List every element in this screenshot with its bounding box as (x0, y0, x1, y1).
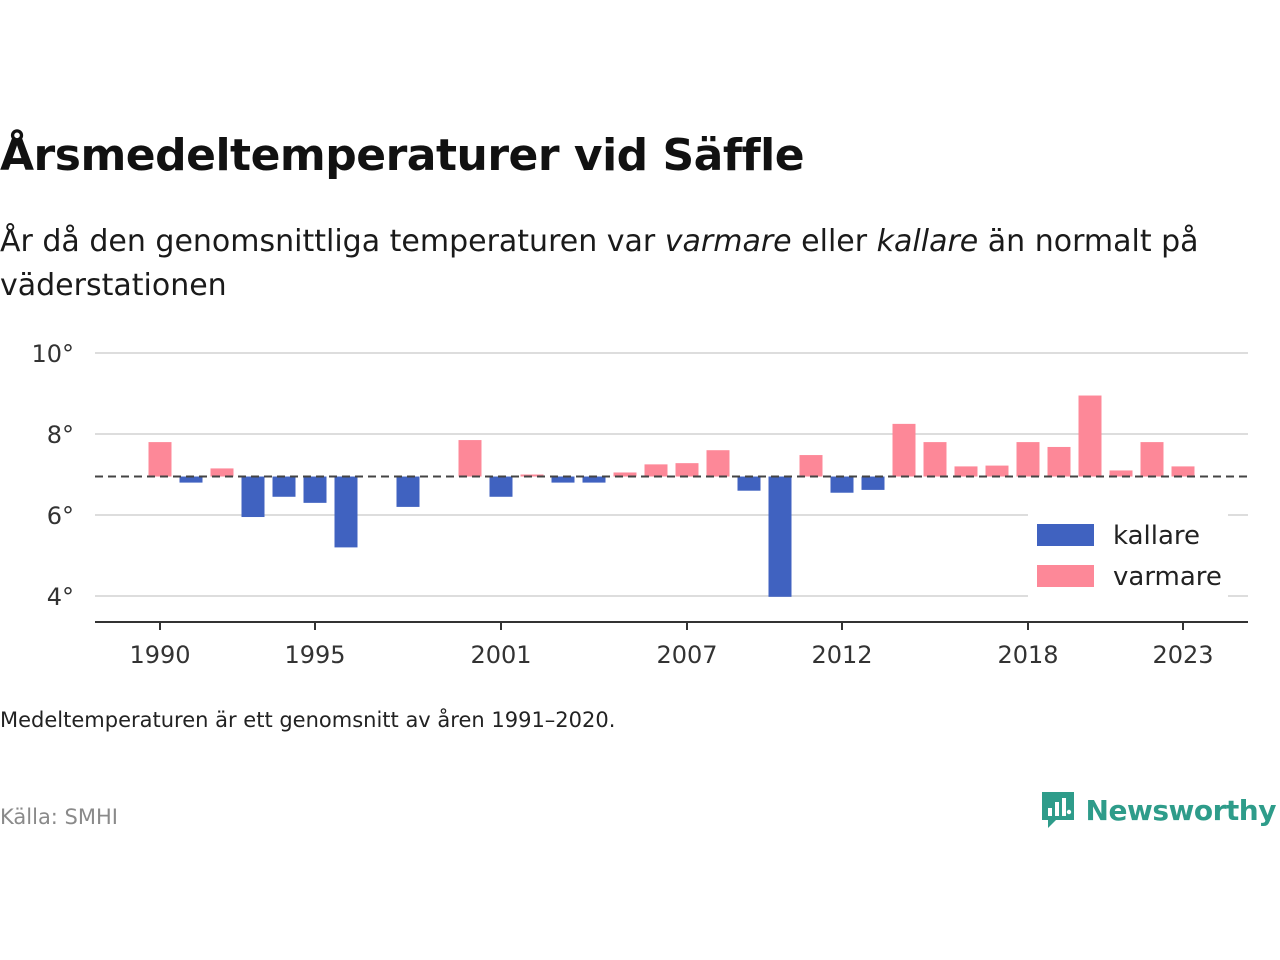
bar (613, 472, 637, 477)
bars (148, 395, 1195, 597)
subtitle-warm-word: varmare (664, 224, 792, 259)
chart-title: Årsmedeltemperaturer vid Säffle (0, 130, 805, 181)
x-tick-label: 2007 (656, 641, 717, 669)
legend-label-varmare: varmare (1113, 562, 1222, 592)
y-tick-label: 6° (47, 502, 74, 530)
brand-name: Newsworthy (1085, 793, 1277, 827)
bar (830, 476, 854, 493)
subtitle-text-2: eller (791, 224, 877, 259)
bar (179, 476, 203, 483)
legend-swatch-kallare (1037, 524, 1094, 546)
bar (768, 476, 792, 597)
bar (1140, 442, 1164, 477)
bar (210, 468, 234, 477)
bar (303, 476, 327, 503)
x-tick-label: 2001 (470, 641, 531, 669)
brand-logo[interactable]: Newsworthy (1040, 790, 1277, 830)
bar (148, 442, 172, 477)
bar (520, 474, 544, 477)
y-axis-labels: 4° 6° 8° 10° (31, 340, 74, 611)
subtitle-text-1: År då den genomsnittliga temperaturen va… (0, 224, 665, 259)
bar (675, 463, 699, 477)
bar (923, 442, 947, 477)
bar (396, 476, 420, 507)
bar (644, 464, 668, 477)
bar (1078, 395, 1102, 477)
legend: kallare varmare (1028, 513, 1228, 599)
newsworthy-logo-icon (1041, 792, 1074, 828)
bar-chart: 4° 6° 8° 10° 1990 1995 2001 2007 2012 2018 2023 k… (31, 340, 1248, 669)
legend-label-kallare: kallare (1113, 521, 1200, 551)
bar (861, 476, 885, 490)
legend-swatch-varmare (1037, 565, 1094, 587)
bar (241, 476, 265, 518)
x-axis: 1990 1995 2001 2007 2012 2018 2023 (95, 621, 1248, 669)
bar (582, 476, 606, 483)
bar (737, 476, 761, 491)
bar (458, 440, 482, 477)
subtitle-text-3: än normalt på väderstationen (0, 224, 1199, 303)
y-tick-label: 10° (31, 340, 74, 368)
x-tick-label: 1990 (129, 641, 190, 669)
x-tick-label: 2018 (997, 641, 1058, 669)
bar (1047, 446, 1071, 477)
x-tick-label: 2023 (1152, 641, 1213, 669)
bar (1109, 470, 1133, 477)
bar (985, 465, 1009, 477)
bar (334, 476, 358, 548)
x-tick-label: 2012 (811, 641, 872, 669)
bar (1016, 442, 1040, 477)
source-label: Källa: SMHI (0, 805, 118, 829)
bar (954, 466, 978, 477)
y-tick-label: 8° (47, 421, 74, 449)
bar (489, 476, 513, 497)
bar (892, 423, 916, 477)
footnote: Medeltemperaturen är ett genomsnitt av å… (0, 708, 616, 732)
subtitle-cold-word: kallare (876, 224, 979, 259)
bar (799, 455, 823, 477)
bar (551, 476, 575, 483)
x-tick-label: 1995 (284, 641, 345, 669)
bar (1171, 466, 1195, 477)
bar (272, 476, 296, 497)
y-tick-label: 4° (47, 583, 74, 611)
chart-subtitle: År då den genomsnittliga temperaturen va… (0, 220, 1275, 308)
bar (706, 450, 730, 477)
